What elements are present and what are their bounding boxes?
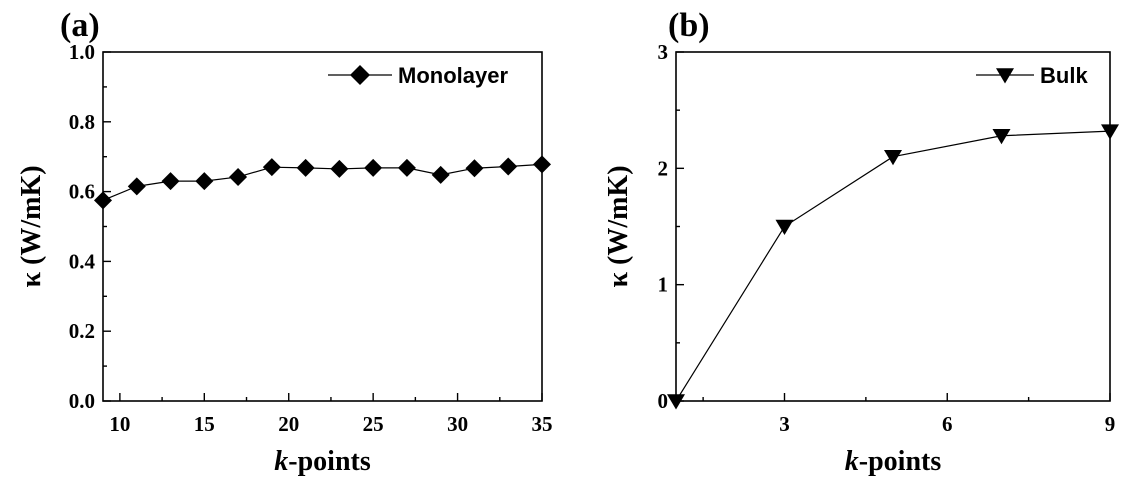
- y-tick-label: 0.0: [69, 389, 95, 413]
- plot-frame: [102, 51, 543, 402]
- legend-marker: [350, 65, 370, 85]
- data-point: [499, 157, 518, 176]
- y-tick-label: 0.8: [69, 110, 95, 134]
- panel-label: (a): [60, 7, 100, 44]
- data-point: [667, 394, 685, 410]
- data-point: [330, 159, 349, 178]
- y-tick-label: 3: [658, 40, 669, 64]
- panel-a: 0.0 0.2 0.4 0.6 0.8 1.0 10 15 20 25 30 35 κ (W/mK) k-…: [16, 7, 553, 477]
- y-tick-label: 0.2: [69, 319, 95, 343]
- y-axis-title: κ (W/mK): [603, 165, 634, 287]
- legend-label: Bulk: [1040, 63, 1088, 88]
- y-tick-label: 0.6: [69, 180, 95, 204]
- data-point: [884, 149, 902, 166]
- data-point: [533, 155, 551, 174]
- legend-label: Monolayer: [398, 63, 508, 88]
- legend-marker: [996, 68, 1014, 84]
- y-tick-label: 0.4: [69, 249, 96, 273]
- data-point: [465, 159, 484, 178]
- panel-label: (b): [668, 7, 710, 44]
- series-line: [675, 130, 1111, 402]
- y-tick-label: 1.0: [69, 40, 95, 64]
- x-axis-title: k-points: [274, 446, 371, 477]
- data-point: [431, 165, 450, 184]
- data-point: [992, 129, 1011, 145]
- x-tick-label: 3: [779, 412, 790, 436]
- panel-b: 0 1 2 3 3 6 9 κ (W/mK) k-points (b) Bulk: [603, 7, 1119, 477]
- y-tick-label: 1: [658, 273, 669, 297]
- plot-frame: [675, 51, 1111, 402]
- x-tick-label: 6: [942, 412, 953, 436]
- data-point: [262, 158, 281, 177]
- x-tick-label: 25: [363, 412, 384, 436]
- x-axis-title: k-points: [845, 446, 942, 477]
- data-point: [397, 158, 416, 177]
- x-tick-label: 20: [278, 412, 299, 436]
- x-tick-label: 10: [109, 412, 130, 436]
- x-tick-label: 15: [194, 412, 215, 436]
- y-tick-label: 2: [658, 156, 669, 180]
- x-tick-label: 35: [532, 412, 553, 436]
- data-point: [161, 172, 180, 191]
- x-tick-label: 9: [1105, 412, 1116, 436]
- x-tick-label: 30: [447, 412, 468, 436]
- data-point: [1101, 124, 1119, 140]
- data-point: [775, 219, 794, 236]
- data-point: [296, 158, 315, 177]
- data-point: [229, 167, 248, 186]
- data-point: [94, 191, 112, 210]
- y-tick-label: 0: [658, 389, 669, 413]
- data-point: [364, 158, 383, 177]
- y-axis-title: κ (W/mK): [16, 165, 47, 287]
- data-point: [195, 172, 214, 191]
- data-point: [127, 177, 146, 196]
